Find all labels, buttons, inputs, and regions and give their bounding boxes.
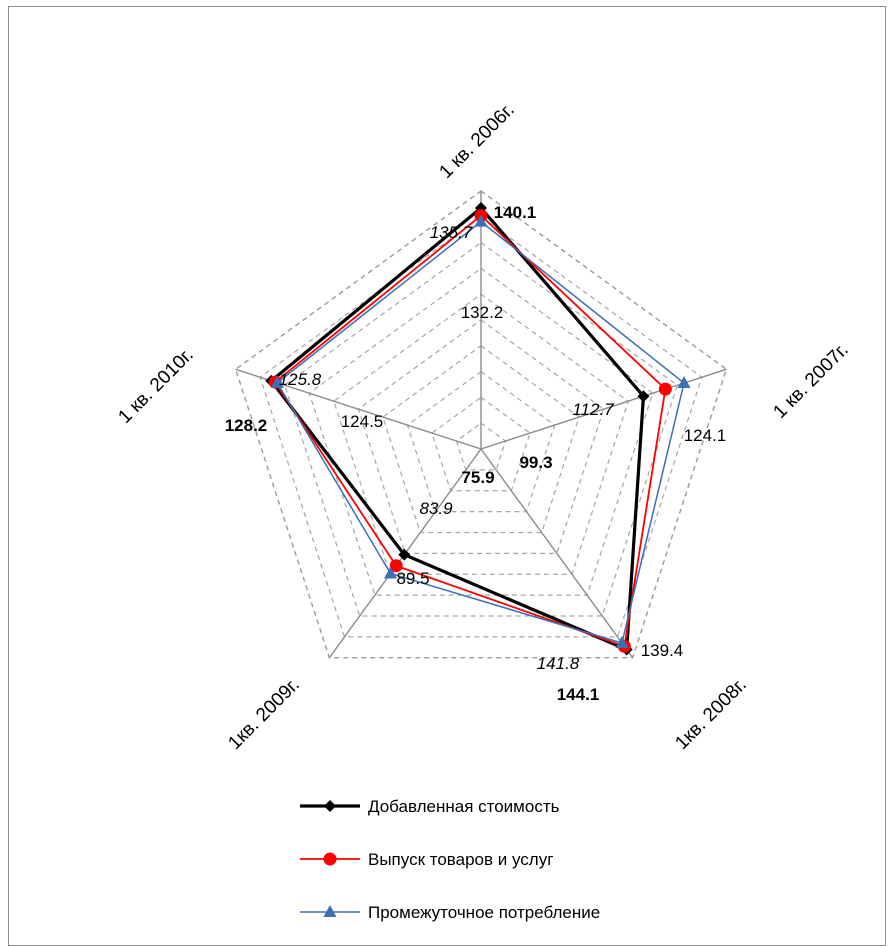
- grid-ring: [283, 241, 679, 617]
- data-label: 112.7: [572, 400, 614, 419]
- data-label: 99.3: [519, 453, 552, 472]
- data-label: 83.9: [419, 499, 453, 518]
- grid-ring: [431, 396, 531, 492]
- radar-grid: [234, 190, 728, 659]
- series-line: [274, 214, 667, 648]
- data-point: [474, 214, 488, 227]
- data-label: 125.8: [279, 370, 322, 389]
- data-point: [398, 548, 411, 561]
- grid-ring: [455, 422, 507, 471]
- series-line: [269, 206, 646, 652]
- data-point: [637, 390, 650, 403]
- category-label: 1 кв. 2007г.: [769, 339, 852, 422]
- grid-ring: [308, 267, 654, 596]
- grid-ring: [234, 190, 728, 659]
- data-label: 128.2: [225, 416, 268, 435]
- data-label: 124.1: [684, 426, 727, 445]
- legend-label: Промежуточное потребление: [368, 903, 600, 922]
- data-point: [270, 375, 284, 388]
- data-point: [677, 376, 691, 389]
- category-label: 1кв. 2008г.: [671, 674, 751, 754]
- data-label: 132.2: [461, 303, 504, 322]
- legend-marker: [323, 852, 337, 866]
- chart-area: [8, 6, 886, 946]
- data-label: 141.8: [537, 654, 580, 673]
- data-point: [658, 382, 672, 396]
- grid-ring: [357, 319, 605, 554]
- legend: Добавленная стоимость Выпуск товаров и ус…: [300, 797, 600, 922]
- legend-marker: [323, 905, 337, 917]
- grid-ring: [333, 293, 629, 575]
- data-point: [389, 559, 403, 573]
- legend-marker: [324, 800, 336, 812]
- axis-spoke: [480, 448, 634, 659]
- data-label: 135.7: [430, 223, 473, 242]
- data-label: 89.5: [396, 569, 429, 588]
- grid-ring: [382, 345, 580, 534]
- category-label: 1 кв. 2006г.: [435, 99, 518, 182]
- data-point: [384, 566, 398, 579]
- legend-label: Выпуск товаров и услуг: [368, 850, 553, 869]
- legend-item: Промежуточное потребление: [300, 903, 600, 922]
- grid-ring: [406, 370, 556, 513]
- data-labels: 140.1 99.3 144.1 75.9 128.2 135.7 112.7 141.8 83…: [225, 203, 727, 704]
- data-label: 75.9: [461, 468, 494, 487]
- data-label: 124.5: [341, 412, 384, 431]
- data-label: 139.4: [641, 641, 684, 660]
- legend-label: Добавленная стоимость: [368, 797, 560, 816]
- data-label: 144.1: [557, 685, 600, 704]
- grid-ring: [259, 216, 703, 638]
- category-label: 1кв. 2009г.: [224, 674, 304, 754]
- data-label: 140.1: [494, 203, 537, 222]
- series-layer: [265, 202, 691, 656]
- category-label: 1 кв. 2010г.: [114, 344, 197, 427]
- data-point: [615, 635, 629, 648]
- legend-item: Выпуск товаров и услуг: [300, 850, 553, 869]
- legend-item: Добавленная стоимость: [300, 797, 560, 816]
- series-line: [276, 220, 685, 644]
